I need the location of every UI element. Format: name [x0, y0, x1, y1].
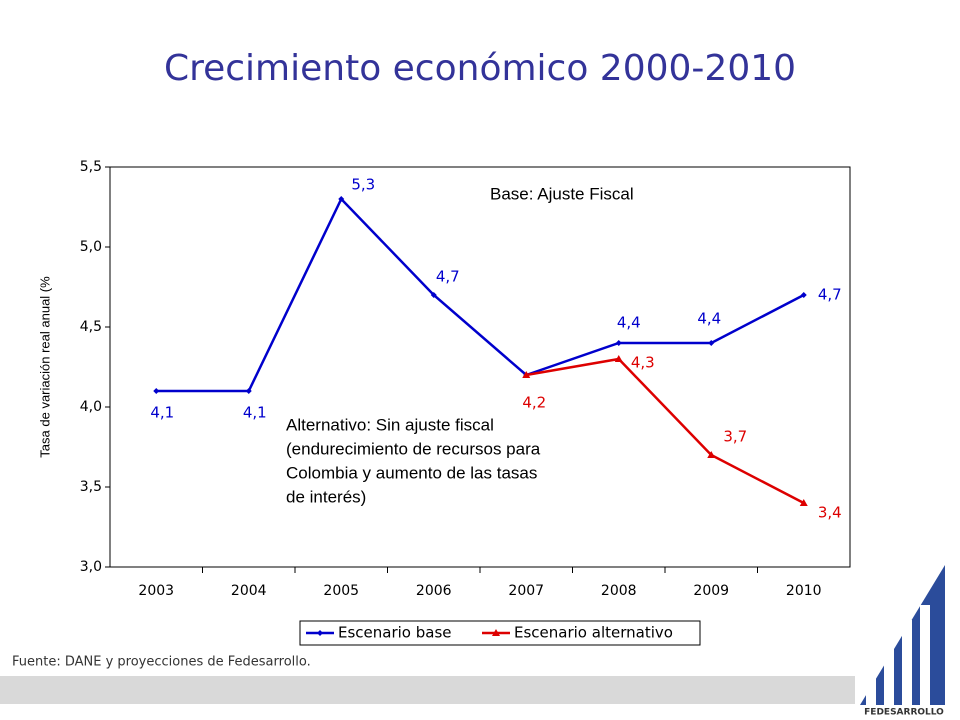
annotation: Alternativo: Sin ajuste fiscal [286, 415, 494, 434]
data-label: 5,3 [351, 176, 375, 194]
annotation: de interés) [286, 487, 366, 506]
y-axis-label: Tasa de variación real anual (% [37, 276, 52, 458]
x-tick-label: 2003 [138, 583, 174, 599]
x-tick-label: 2009 [693, 583, 729, 599]
marker [615, 340, 622, 346]
series-line [156, 196, 805, 393]
x-tick-label: 2008 [601, 583, 637, 599]
data-label: 4,4 [617, 314, 641, 332]
data-label: 3,4 [818, 504, 842, 522]
marker [153, 388, 160, 394]
marker [338, 196, 345, 202]
y-tick-label: 5,0 [80, 239, 102, 255]
data-label: 4,3 [631, 354, 655, 372]
marker [799, 499, 808, 506]
legend-marker [492, 629, 500, 636]
marker [430, 292, 437, 298]
legend-label: Escenario alternativo [514, 624, 673, 642]
marker [522, 371, 531, 378]
x-tick-label: 2005 [323, 583, 359, 599]
plot-frame [109, 166, 851, 568]
y-tick-label: 3,5 [80, 479, 102, 495]
marker [708, 340, 715, 346]
legend-marker [317, 630, 323, 636]
annotation: (endurecimiento de recursos para [286, 439, 541, 458]
logo-text: FEDESARROLLO [864, 708, 944, 718]
data-label: 4,7 [436, 268, 460, 286]
x-tick-label: 2006 [416, 583, 452, 599]
x-tick-label: 2007 [508, 583, 544, 599]
data-label: 4,7 [818, 286, 842, 304]
data-label: 4,1 [150, 404, 174, 422]
marker [800, 292, 807, 298]
chart-title: Crecimiento económico 2000-2010 [164, 48, 796, 89]
data-label: 4,1 [243, 404, 267, 422]
annotation: Colombia y aumento de las tasas [286, 463, 537, 482]
y-tick-label: 3,0 [80, 559, 102, 575]
legend-label: Escenario base [338, 624, 452, 642]
logo: FEDESARROLLO [860, 565, 945, 718]
annotation: Base: Ajuste Fiscal [490, 184, 634, 203]
y-tick-label: 5,5 [80, 159, 102, 175]
x-tick-label: 2010 [786, 583, 822, 599]
data-label: 4,4 [697, 310, 721, 328]
y-tick-label: 4,5 [80, 319, 102, 335]
marker [707, 451, 716, 458]
marker [245, 388, 252, 394]
y-tick-label: 4,0 [80, 399, 102, 415]
data-label: 4,2 [522, 394, 546, 412]
source-note: Fuente: DANE y proyecciones de Fedesarro… [12, 655, 311, 670]
x-tick-label: 2004 [231, 583, 267, 599]
data-label: 3,7 [723, 428, 747, 446]
marker [614, 355, 623, 362]
footer-bar [0, 676, 855, 704]
series-line [526, 357, 805, 505]
